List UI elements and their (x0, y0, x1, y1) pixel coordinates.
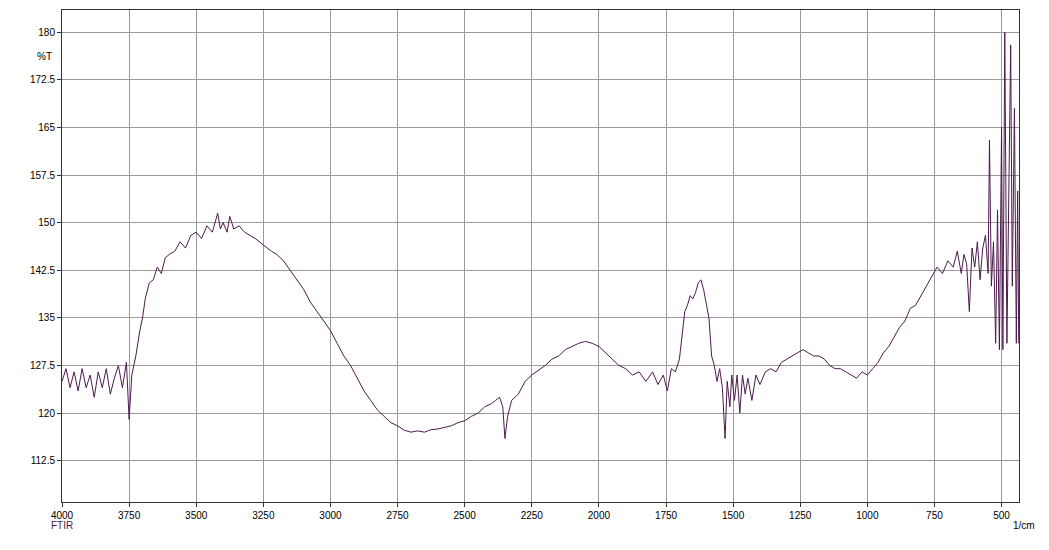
svg-text:172.5: 172.5 (30, 74, 55, 85)
svg-text:1500: 1500 (722, 510, 745, 521)
svg-text:1750: 1750 (655, 510, 678, 521)
svg-text:3000: 3000 (319, 510, 342, 521)
svg-text:1250: 1250 (789, 510, 812, 521)
svg-text:3500: 3500 (185, 510, 208, 521)
svg-text:FTIR: FTIR (51, 520, 73, 531)
svg-text:4000: 4000 (51, 510, 74, 521)
svg-text:142.5: 142.5 (30, 265, 55, 276)
svg-text:500: 500 (993, 510, 1010, 521)
svg-text:150: 150 (38, 217, 55, 228)
svg-text:165: 165 (38, 122, 55, 133)
svg-text:2500: 2500 (454, 510, 477, 521)
svg-text:127.5: 127.5 (30, 360, 55, 371)
svg-text:3750: 3750 (118, 510, 141, 521)
svg-text:3250: 3250 (252, 510, 275, 521)
svg-text:%T: %T (37, 51, 52, 62)
svg-text:157.5: 157.5 (30, 170, 55, 181)
svg-text:750: 750 (926, 510, 943, 521)
svg-text:135: 135 (38, 312, 55, 323)
svg-text:2000: 2000 (588, 510, 611, 521)
svg-text:120: 120 (38, 408, 55, 419)
svg-text:2750: 2750 (386, 510, 409, 521)
svg-text:1000: 1000 (856, 510, 879, 521)
svg-text:112.5: 112.5 (31, 455, 56, 466)
svg-text:2250: 2250 (521, 510, 544, 521)
svg-text:180: 180 (38, 27, 55, 38)
svg-text:1/cm: 1/cm (1013, 520, 1035, 531)
